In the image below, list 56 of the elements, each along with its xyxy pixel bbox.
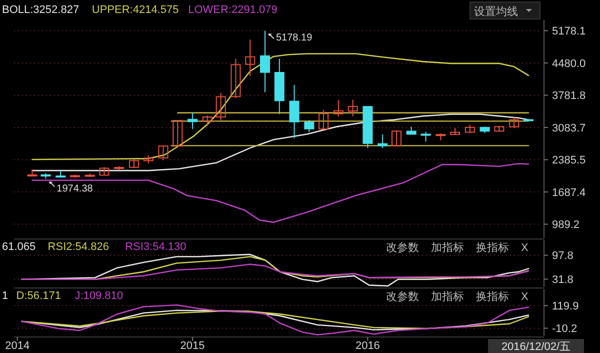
- annotation: X: [521, 291, 529, 303]
- annotation: 5178.19: [276, 32, 313, 44]
- x-tick-label: 2015: [180, 340, 205, 352]
- candlestick: [172, 120, 183, 147]
- candlestick: [304, 120, 314, 133]
- candlestick: [509, 116, 520, 129]
- annotation: 1974.38: [56, 184, 94, 195]
- candlestick: [289, 84, 300, 139]
- annotation: 改参数: [386, 290, 419, 303]
- annotation: 改参数: [386, 241, 419, 254]
- candlestick: [348, 99, 358, 117]
- candlestick: [158, 145, 168, 161]
- annotation: 加指标: [431, 241, 464, 254]
- y-tick-label: 5178.1: [552, 26, 586, 38]
- annotation: 换指标: [476, 291, 509, 303]
- line-series: [32, 162, 530, 223]
- x-tick-label: 2016: [355, 340, 380, 352]
- candlestick: [188, 112, 198, 130]
- series-label: RSI3:54.130: [125, 241, 186, 253]
- text: RSI2:54.826: [48, 241, 109, 253]
- candlestick: [333, 99, 344, 117]
- candlestick: [392, 130, 402, 146]
- text: BOLL:3252.827: [2, 4, 80, 16]
- candlestick: [202, 115, 212, 126]
- text: 1: [2, 290, 8, 302]
- line-series: [32, 53, 530, 160]
- line-series: [32, 114, 530, 172]
- x-tick-label: 2014: [5, 340, 30, 352]
- text: 2016/12/02/五: [501, 341, 571, 353]
- text: 61.065: [2, 241, 36, 253]
- y-tick-label: 97.8: [552, 250, 574, 262]
- y-tick-label: 119.9: [552, 300, 579, 312]
- y-tick-label: 3083.7: [552, 122, 586, 134]
- text: 设置均线: [474, 5, 518, 18]
- candlestick: [420, 131, 431, 142]
- y-tick-label: 3781.8: [552, 90, 586, 102]
- y-tick-label: 989.2: [552, 219, 580, 232]
- annotation: 换指标: [476, 242, 509, 254]
- y-tick-label: 1687.4: [552, 186, 586, 199]
- annotation: X: [521, 242, 529, 254]
- text: LOWER:2291.079: [188, 4, 278, 16]
- candlestick: [245, 39, 256, 76]
- series-label: J:109.810: [74, 290, 124, 302]
- text: UPPER:4214.575: [92, 4, 179, 16]
- line-series: [21, 264, 530, 280]
- line-series: [21, 304, 530, 336]
- y-tick-label: 4480.0: [552, 58, 586, 70]
- y-tick-label: -10.2: [552, 323, 578, 336]
- line-series: [21, 254, 530, 287]
- series-label: D:56.171: [16, 290, 61, 302]
- y-tick-label: 31.8: [552, 274, 574, 286]
- annotation: 加指标: [431, 290, 464, 303]
- candlestick: [318, 109, 329, 130]
- candlestick: [230, 58, 241, 99]
- y-tick-label: 2385.5: [552, 154, 586, 167]
- candlestick: [216, 92, 226, 121]
